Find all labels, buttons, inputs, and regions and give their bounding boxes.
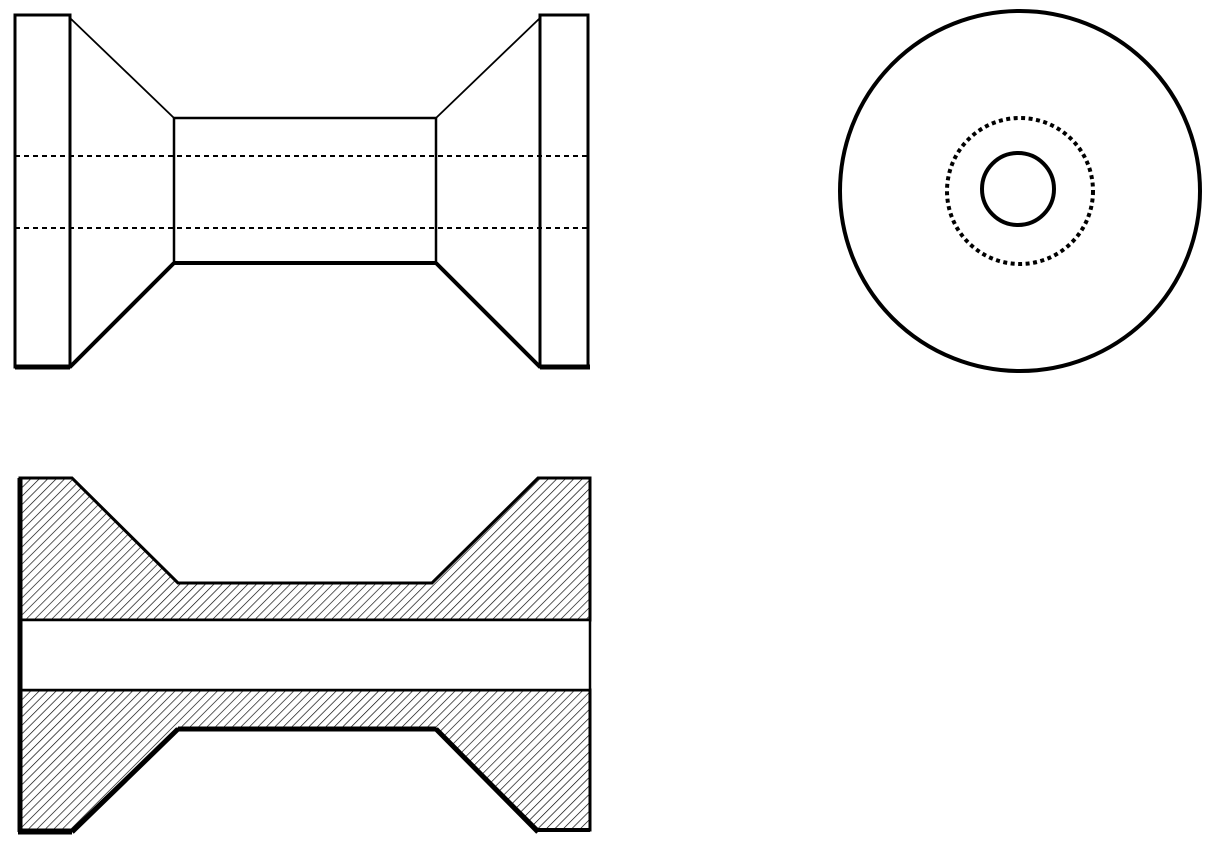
right-flange xyxy=(538,13,590,369)
upper-section-hatch xyxy=(18,476,592,622)
bore-opening xyxy=(18,618,592,692)
bore-circle xyxy=(980,151,1056,227)
outer-circle xyxy=(838,9,1202,373)
right-cone-top-edge xyxy=(435,17,541,119)
sectional-elevation-view xyxy=(17,476,592,835)
left-cone-bottom-edge xyxy=(68,261,176,369)
left-cone-top-edge xyxy=(69,17,175,119)
lower-section-hatch xyxy=(18,688,592,832)
front-elevation-view xyxy=(13,13,590,370)
right-cone-bottom-edge xyxy=(434,261,542,369)
end-view xyxy=(838,9,1202,373)
left-flange xyxy=(13,13,72,369)
central-hub xyxy=(172,116,438,265)
hidden-hub-circle xyxy=(945,116,1095,266)
